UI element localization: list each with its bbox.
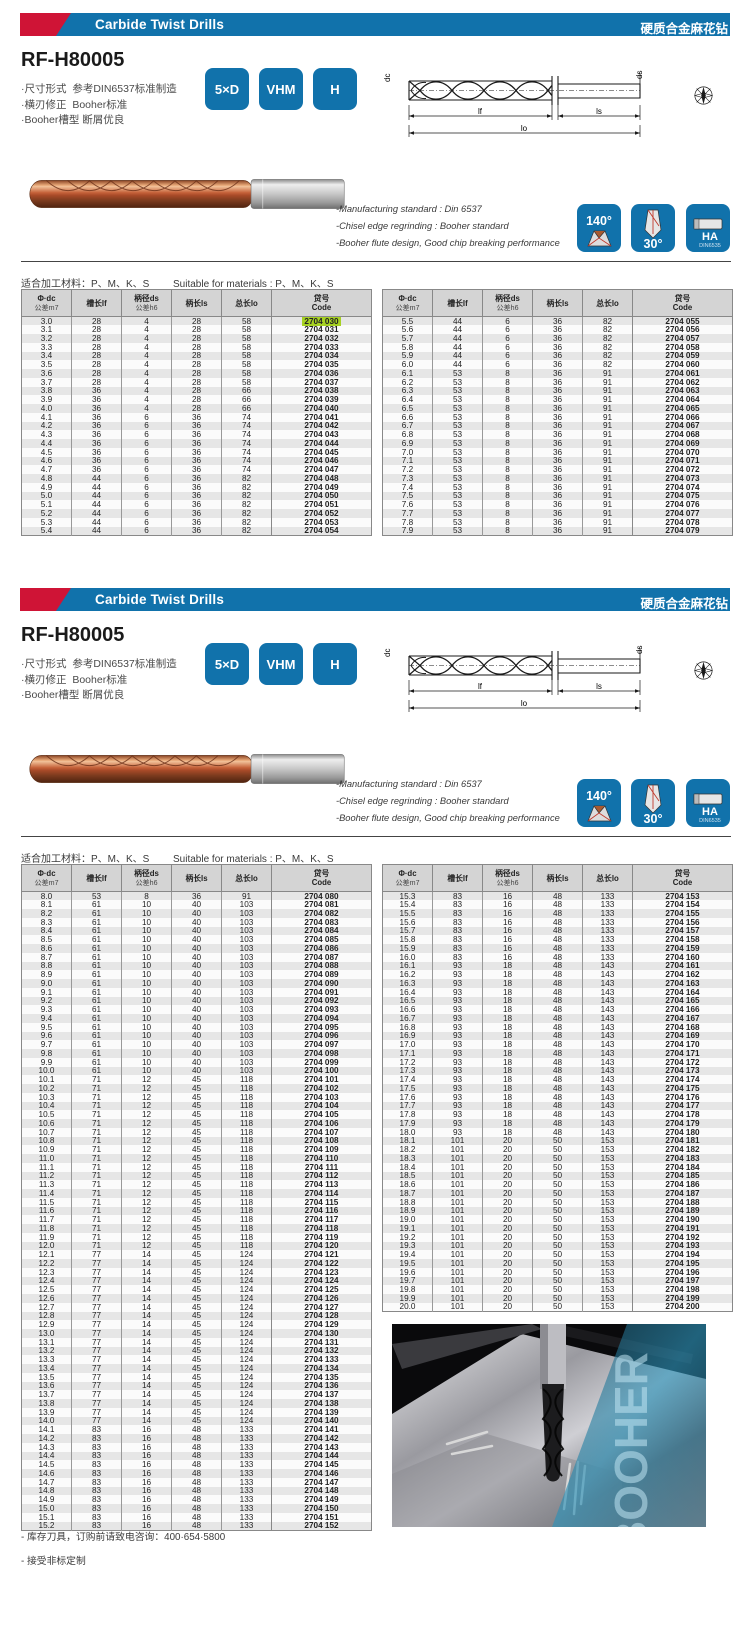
svg-text:ds: ds xyxy=(635,646,644,654)
svg-text:dc: dc xyxy=(383,74,392,82)
svg-text:30°: 30° xyxy=(644,812,663,826)
svg-text:lf: lf xyxy=(478,107,483,116)
svg-text:ls: ls xyxy=(596,682,602,691)
svg-text:30°: 30° xyxy=(644,237,663,251)
svg-text:lo: lo xyxy=(521,699,528,708)
svg-text:DIN6535: DIN6535 xyxy=(699,818,721,824)
svg-text:HA: HA xyxy=(702,231,718,243)
svg-text:ds: ds xyxy=(635,71,644,79)
svg-text:140°: 140° xyxy=(586,789,612,803)
svg-text:HA: HA xyxy=(702,806,718,818)
svg-text:140°: 140° xyxy=(586,214,612,228)
svg-text:ls: ls xyxy=(596,107,602,116)
svg-text:lo: lo xyxy=(521,124,528,133)
svg-text:dc: dc xyxy=(383,649,392,657)
svg-text:lf: lf xyxy=(478,682,483,691)
svg-text:DIN6535: DIN6535 xyxy=(699,243,721,249)
svg-text:BOOHER: BOOHER xyxy=(605,1352,657,1527)
